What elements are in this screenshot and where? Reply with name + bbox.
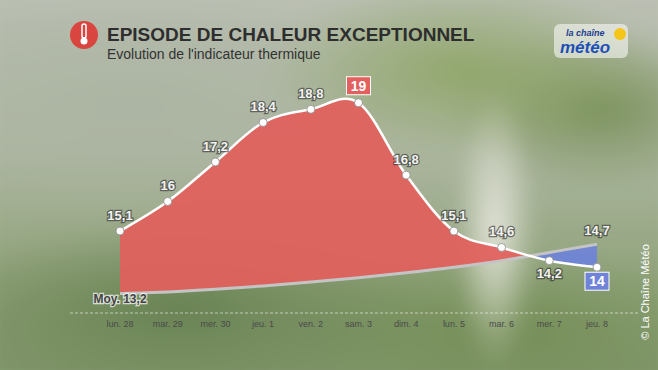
data-label: 18,4	[250, 99, 276, 114]
x-tick-label: lun. 28	[106, 319, 133, 329]
area-above-average	[120, 99, 597, 294]
logo-text: météo	[560, 38, 610, 57]
point	[402, 171, 410, 179]
point	[211, 158, 219, 166]
data-label: 16,8	[394, 152, 419, 167]
data-label: 16	[160, 178, 174, 193]
x-tick-label: mar. 29	[153, 319, 183, 329]
x-tick-label: lun. 5	[443, 319, 465, 329]
data-label: 15,1	[107, 208, 132, 223]
point	[355, 99, 363, 107]
axis-line	[70, 313, 640, 314]
data-label: 17,2	[203, 139, 228, 154]
x-tick-label: mer. 30	[200, 319, 230, 329]
title: EPISODE DE CHALEUR EXCEPTIONNEL	[107, 24, 475, 45]
x-tick-label: mer. 7	[537, 319, 562, 329]
thermometer-bulb	[81, 38, 88, 45]
point	[307, 105, 315, 113]
label-box	[347, 77, 371, 95]
x-axis: lun. 28 mar. 29 mer. 30 jeu. 1 ven. 2 sam. 3 d…	[70, 313, 640, 329]
point	[259, 118, 267, 126]
logo-sun	[614, 28, 626, 40]
x-tick-label: jeu. 8	[585, 319, 608, 329]
logo-text: la chaîne	[566, 28, 605, 38]
point	[498, 243, 506, 251]
data-label: 14,2	[537, 266, 562, 281]
point	[116, 227, 124, 235]
label-box	[585, 272, 609, 290]
point	[593, 263, 601, 271]
x-tick-label: dim. 4	[394, 319, 419, 329]
point	[545, 257, 553, 265]
credit: © La Chaîne Météo	[639, 244, 651, 340]
plot-area	[116, 99, 601, 294]
data-label: 14	[589, 273, 605, 289]
subtitle: Evolution de l'indicateur thermique	[107, 46, 321, 62]
point	[164, 197, 172, 205]
data-label: 18,8	[298, 86, 323, 101]
data-labels: 15,1 16 17,2 18,4 18,8 19 16,8 15,1 14,6 14,2 14 Mo…	[93, 77, 609, 306]
chart: EPISODE DE CHALEUR EXCEPTIONNELEvolution…	[0, 0, 658, 370]
average-line	[120, 244, 597, 293]
title-icon	[70, 21, 98, 49]
x-tick-label: mar. 6	[489, 319, 514, 329]
area-below-average	[120, 99, 597, 294]
logo-box	[554, 24, 628, 58]
data-label: 19	[351, 78, 367, 94]
x-tick-label: jeu. 1	[251, 319, 274, 329]
thermometer	[82, 24, 86, 38]
point	[450, 227, 458, 235]
average-label: 14,7	[584, 223, 609, 238]
data-label: 14,6	[489, 224, 514, 239]
x-tick-label: sam. 3	[345, 319, 372, 329]
logo: la chaînemétéo	[554, 24, 628, 58]
x-tick-label: ven. 2	[299, 319, 324, 329]
data-label: 15,1	[441, 208, 466, 223]
average-label: Moy. 13,2	[93, 292, 146, 306]
header: EPISODE DE CHALEUR EXCEPTIONNELEvolution…	[70, 21, 475, 62]
indicator-line	[120, 99, 597, 268]
